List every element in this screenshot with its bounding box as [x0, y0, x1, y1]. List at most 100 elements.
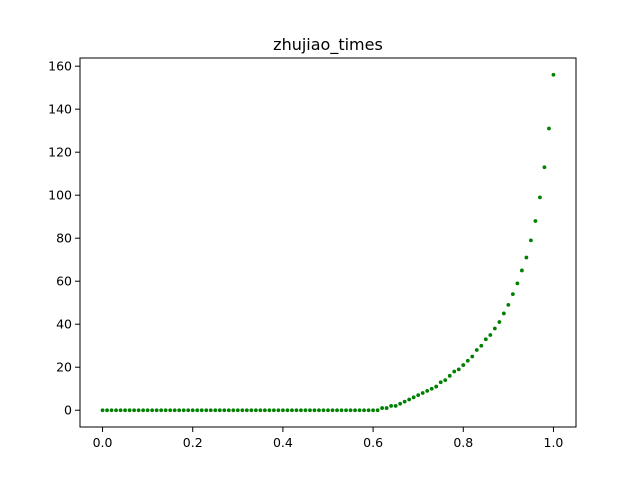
data-point: [127, 408, 132, 413]
data-point: [389, 404, 394, 408]
y-tick-label: 0: [64, 403, 72, 418]
data-point: [330, 408, 335, 413]
data-point: [213, 408, 218, 413]
data-point: [362, 408, 366, 413]
data-point: [339, 408, 344, 413]
data-point: [443, 378, 448, 383]
data-point: [533, 219, 538, 223]
data-point: [420, 391, 425, 395]
y-tick-label: 60: [56, 274, 72, 289]
data-point: [366, 408, 371, 413]
data-point: [312, 408, 317, 413]
x-tick-label: 0.0: [93, 435, 113, 450]
data-point: [465, 358, 470, 363]
data-point: [438, 380, 443, 385]
data-point: [136, 408, 141, 413]
data-point: [506, 302, 511, 307]
y-tick-label: 40: [56, 317, 72, 332]
data-point: [357, 408, 362, 413]
data-point: [425, 388, 430, 393]
data-point: [326, 408, 330, 413]
x-tick-label: 0.4: [273, 435, 293, 450]
data-point: [515, 281, 520, 286]
data-point: [271, 408, 276, 413]
data-point: [447, 373, 452, 378]
data-point: [411, 395, 416, 400]
data-point: [217, 408, 222, 413]
data-point: [551, 72, 556, 77]
data-point: [429, 386, 434, 391]
data-point: [470, 354, 475, 359]
data-point: [547, 126, 551, 131]
data-point: [375, 408, 380, 413]
data-point: [168, 408, 173, 413]
data-point: [163, 408, 168, 413]
data-point: [150, 408, 155, 413]
data-point: [244, 408, 249, 413]
data-point: [177, 408, 182, 413]
x-tick-label: 1.0: [544, 435, 564, 450]
data-point: [317, 408, 321, 413]
data-point: [123, 408, 127, 413]
data-point: [285, 408, 290, 413]
y-tick-label: 140: [48, 102, 72, 117]
data-point: [479, 343, 484, 348]
y-tick-label: 20: [56, 360, 72, 375]
data-point: [258, 408, 263, 413]
data-point: [114, 408, 118, 413]
y-tick-label: 160: [48, 59, 72, 74]
data-point: [398, 401, 403, 406]
data-point: [497, 320, 502, 324]
data-point: [235, 408, 240, 413]
data-point: [488, 333, 493, 337]
data-point: [118, 408, 123, 413]
data-point: [308, 408, 312, 413]
data-point: [393, 404, 398, 408]
y-tick-label: 80: [56, 231, 72, 246]
data-point: [434, 384, 439, 389]
data-point: [461, 363, 466, 367]
data-point: [529, 238, 533, 243]
data-point: [348, 408, 353, 413]
data-point: [141, 408, 146, 413]
data-point: [109, 408, 114, 413]
data-point: [294, 408, 299, 413]
data-point: [290, 408, 294, 413]
data-point: [384, 406, 389, 410]
data-point: [276, 408, 281, 413]
data-points: [100, 72, 556, 413]
data-point: [105, 408, 109, 413]
data-point: [416, 393, 421, 398]
y-tick-label: 120: [48, 145, 72, 160]
data-point: [267, 408, 272, 413]
data-point: [524, 255, 529, 260]
y-axis-ticks: 0 20 40 60 80 100 120 140 160: [48, 59, 80, 418]
data-point: [344, 408, 348, 413]
data-point: [299, 408, 303, 413]
data-point: [208, 408, 213, 413]
data-point: [510, 292, 515, 297]
plot-frame: [79, 57, 577, 428]
data-point: [159, 408, 164, 413]
data-point: [240, 408, 245, 413]
data-point: [456, 367, 461, 372]
data-point: [303, 408, 308, 413]
data-point: [231, 408, 236, 413]
data-point: [145, 408, 150, 413]
data-point: [249, 408, 254, 413]
data-point: [154, 408, 159, 413]
data-point: [474, 348, 479, 352]
data-point: [222, 408, 227, 413]
data-point: [281, 408, 285, 413]
data-point: [100, 408, 105, 413]
data-point: [172, 408, 177, 413]
data-point: [407, 397, 412, 402]
data-point: [204, 408, 209, 413]
data-point: [195, 408, 200, 413]
data-point: [501, 311, 506, 316]
data-point: [402, 399, 407, 404]
data-point: [321, 408, 326, 413]
data-point: [353, 408, 357, 413]
data-point: [452, 369, 457, 374]
